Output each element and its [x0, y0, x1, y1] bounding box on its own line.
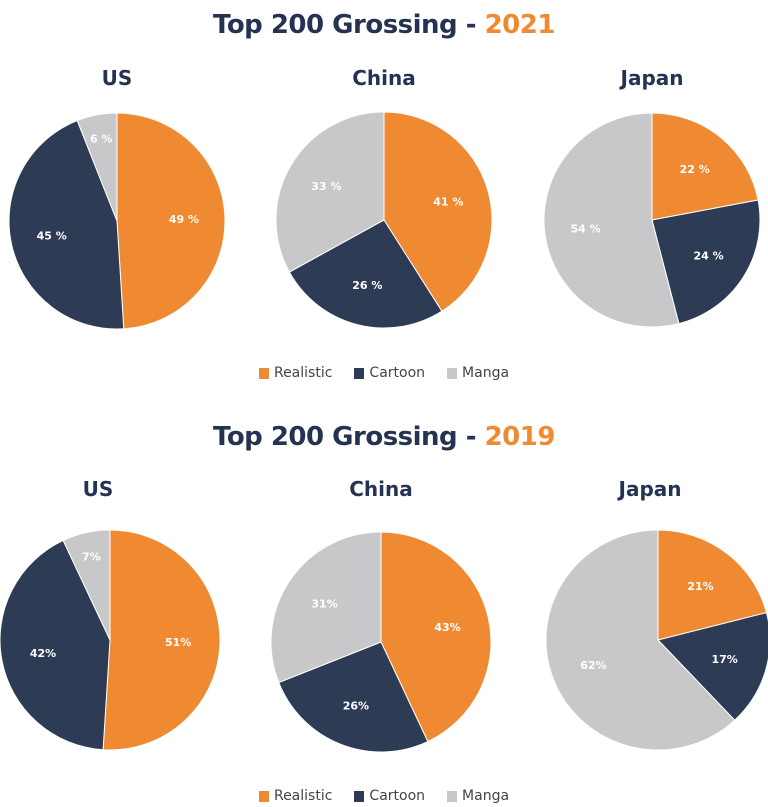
legend-item-manga: Manga	[447, 365, 509, 381]
data-label: 22 %	[680, 163, 710, 176]
data-label: 54 %	[570, 222, 600, 235]
data-label: 62%	[580, 659, 606, 672]
pie-title-china-2021: China	[352, 66, 416, 90]
chart-title-2019: Top 200 Grossing - 2019	[0, 422, 768, 452]
title-text: Top 200 Grossing -	[213, 422, 485, 452]
pie-slice-us-realistic	[116, 112, 226, 330]
legend-swatch	[447, 790, 458, 802]
pie-slice-china-cartoon	[288, 219, 443, 329]
pie-title-japan-2019: Japan	[618, 477, 682, 501]
pie-slice-japan-realistic	[657, 529, 768, 641]
legend-label: Manga	[462, 788, 510, 804]
legend-swatch	[258, 790, 269, 802]
legend-2019: Realistic Cartoon Manga	[0, 788, 768, 804]
pie-slice-japan-manga	[545, 529, 736, 751]
legend-label: Cartoon	[369, 788, 426, 804]
pie-slice-us-cartoon	[8, 119, 125, 330]
title-year: 2019	[484, 422, 556, 452]
legend-item-manga: Manga	[447, 788, 509, 804]
title-year: 2021	[484, 10, 556, 40]
legend-item-realistic: Realistic	[258, 365, 333, 381]
pie-slice-china-manga	[270, 531, 382, 684]
data-label: 51%	[165, 636, 191, 649]
pie-title-japan-2021: Japan	[620, 66, 684, 90]
pie-slice-china-manga	[275, 111, 385, 273]
data-label: 31%	[311, 598, 337, 611]
pie-slice-china-realistic	[380, 531, 492, 743]
legend-item-cartoon: Cartoon	[354, 365, 425, 381]
pie-slice-japan-cartoon	[657, 612, 768, 721]
pie-slice-japan-manga	[543, 112, 680, 328]
legend-swatch	[354, 790, 365, 802]
legend-label: Cartoon	[369, 365, 426, 381]
data-label: 26 %	[352, 279, 382, 292]
data-label: 45 %	[37, 230, 67, 243]
legend-swatch	[354, 367, 365, 379]
data-label: 49 %	[169, 213, 199, 226]
legend-item-cartoon: Cartoon	[354, 788, 425, 804]
data-label: 24 %	[693, 250, 723, 263]
pie-slice-japan-realistic	[651, 112, 759, 221]
pie-slice-us-cartoon	[0, 539, 111, 751]
legend-label: Manga	[462, 365, 510, 381]
title-text: Top 200 Grossing -	[213, 10, 485, 40]
legend-label: Realistic	[273, 365, 333, 381]
data-label: 43%	[434, 621, 460, 634]
legend-2021: Realistic Cartoon Manga	[0, 365, 768, 381]
chart-title-2021: Top 200 Grossing - 2021	[0, 10, 768, 40]
data-label: 21%	[687, 580, 713, 593]
pie-title-us-2019: US	[82, 477, 114, 501]
data-label: 33 %	[311, 180, 341, 193]
pie-slice-china-realistic	[383, 111, 493, 312]
legend-swatch	[447, 367, 458, 379]
pie-title-us-2021: US	[101, 66, 133, 90]
pie-title-china-2019: China	[349, 477, 413, 501]
legend-label: Realistic	[273, 788, 333, 804]
legend-swatch	[258, 367, 269, 379]
data-label: 6 %	[90, 132, 113, 145]
pie-slice-us-manga	[62, 529, 111, 641]
pie-slice-us-manga	[76, 112, 118, 222]
legend-item-realistic: Realistic	[258, 788, 333, 804]
data-label: 41 %	[433, 195, 463, 208]
pie-slice-china-cartoon	[278, 641, 429, 753]
data-label: 7%	[82, 550, 101, 563]
data-label: 17%	[712, 653, 738, 666]
pie-slice-japan-cartoon	[651, 199, 761, 325]
pie-slice-us-realistic	[102, 529, 221, 751]
data-label: 26%	[343, 699, 369, 712]
data-label: 42%	[30, 647, 56, 660]
